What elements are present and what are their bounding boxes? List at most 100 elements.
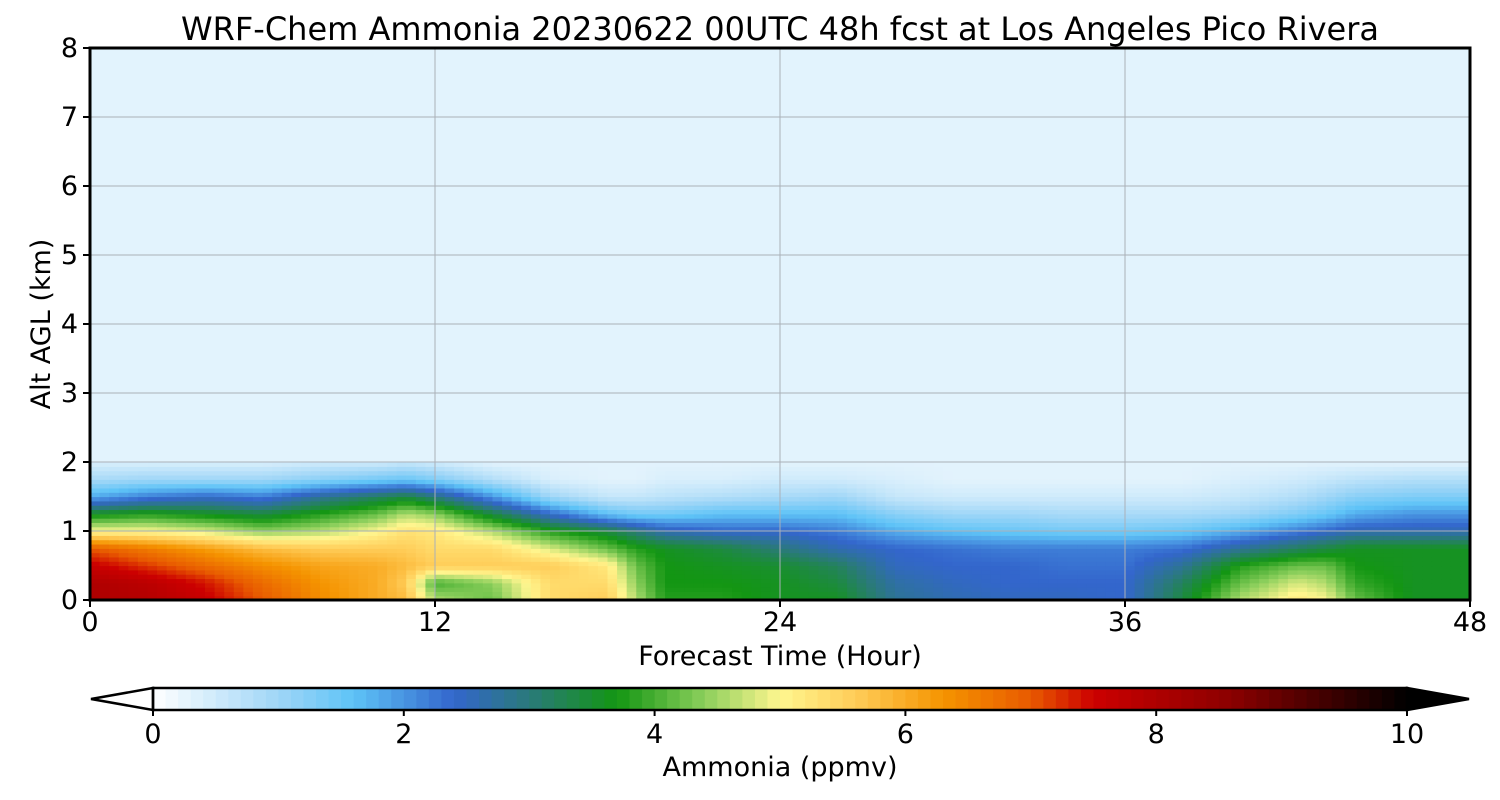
heatmap-cell <box>722 457 733 463</box>
heatmap-cell <box>827 509 839 515</box>
heatmap-cell <box>1067 457 1078 463</box>
heatmap-cell <box>300 552 312 558</box>
heatmap-cell <box>1230 543 1241 549</box>
heatmap-cell <box>1153 565 1164 571</box>
heatmap-cell <box>827 539 839 545</box>
heatmap-cell <box>118 518 129 523</box>
heatmap-cell <box>1077 561 1088 567</box>
heatmap-cell <box>396 522 407 528</box>
heatmap-cell <box>1450 518 1462 523</box>
heatmap-cell <box>1259 539 1270 545</box>
heatmap-cell <box>962 453 973 459</box>
heatmap-cell <box>818 522 829 528</box>
heatmap-cell <box>262 492 273 498</box>
heatmap-cell <box>406 539 417 545</box>
heatmap-cell <box>425 483 436 489</box>
colorbar-swatch <box>742 688 756 710</box>
heatmap-cell <box>559 457 570 463</box>
heatmap-cell <box>1287 582 1299 588</box>
heatmap-cell <box>1115 505 1126 511</box>
heatmap-cell <box>540 487 551 493</box>
heatmap-cell <box>320 483 331 489</box>
heatmap-cell <box>770 535 781 541</box>
heatmap-cell <box>703 582 714 588</box>
heatmap-cell <box>147 453 158 459</box>
heatmap-cell <box>1307 556 1318 562</box>
heatmap-cell <box>1010 483 1021 489</box>
heatmap-cell <box>1259 505 1270 511</box>
heatmap-cell <box>808 505 819 511</box>
heatmap-cell <box>808 466 819 472</box>
heatmap-cell <box>310 569 321 575</box>
heatmap-cell <box>502 500 513 506</box>
heatmap-cell <box>233 509 244 515</box>
heatmap-cell <box>904 483 915 489</box>
heatmap-cell <box>291 509 302 515</box>
heatmap-cell <box>147 462 158 467</box>
heatmap-cell <box>1029 466 1040 472</box>
heatmap-cell <box>1297 556 1308 562</box>
heatmap-cell <box>1431 483 1442 489</box>
heatmap-cell <box>655 556 666 562</box>
heatmap-cell <box>559 561 570 567</box>
heatmap-cell <box>770 518 781 523</box>
heatmap-cell <box>1374 535 1385 541</box>
heatmap-cell <box>856 543 867 549</box>
heatmap-cell <box>406 565 417 571</box>
heatmap-cell <box>1105 595 1117 600</box>
heatmap-cell <box>550 453 561 459</box>
heatmap-cell <box>1067 518 1078 523</box>
heatmap-cell <box>1278 466 1289 472</box>
heatmap-cell <box>1048 453 1059 459</box>
heatmap-cell <box>1000 543 1011 549</box>
heatmap-cell <box>272 574 283 580</box>
heatmap-cell <box>1412 526 1423 532</box>
heatmap-cell <box>406 582 417 588</box>
heatmap-cell <box>818 574 829 580</box>
heatmap-cell <box>780 556 791 562</box>
heatmap-cell <box>1460 595 1470 600</box>
heatmap-cell <box>1355 474 1366 480</box>
heatmap-cell <box>320 569 331 575</box>
heatmap-cell <box>856 535 867 541</box>
heatmap-cell <box>1412 496 1423 502</box>
heatmap-cell <box>923 526 934 532</box>
heatmap-cell <box>1134 578 1145 584</box>
heatmap-cell <box>971 457 982 463</box>
heatmap-cell <box>521 574 532 580</box>
heatmap-cell <box>1259 587 1270 592</box>
heatmap-cell <box>425 591 436 597</box>
heatmap-cell <box>367 466 379 472</box>
heatmap-cell <box>760 582 772 588</box>
colorbar-swatch <box>441 688 455 710</box>
heatmap-cell <box>751 591 762 597</box>
heatmap-cell <box>923 574 934 580</box>
heatmap-cell <box>1297 539 1308 545</box>
heatmap-cell <box>645 462 657 467</box>
heatmap-cell <box>1057 578 1069 584</box>
heatmap-cell <box>415 539 427 545</box>
heatmap-cell <box>444 574 455 580</box>
heatmap-cell <box>387 509 398 515</box>
heatmap-cell <box>1450 462 1462 467</box>
heatmap-cell <box>942 561 954 567</box>
heatmap-cell <box>415 500 427 506</box>
heatmap-cell <box>952 518 963 523</box>
heatmap-cell <box>1192 453 1203 459</box>
heatmap-cell <box>990 574 1002 580</box>
heatmap-cell <box>1431 595 1442 600</box>
heatmap-cell <box>511 474 522 480</box>
heatmap-cell <box>262 582 273 588</box>
heatmap-cell <box>118 462 129 467</box>
heatmap-cell <box>147 470 158 476</box>
heatmap-cell <box>348 535 359 541</box>
heatmap-cell <box>502 509 513 515</box>
heatmap-cell <box>636 578 647 584</box>
heatmap-cell <box>118 561 129 567</box>
heatmap-cell <box>387 462 398 467</box>
heatmap-cell <box>406 518 417 523</box>
heatmap-cell <box>588 505 599 511</box>
heatmap-cell <box>1374 552 1385 558</box>
heatmap-cell <box>1249 531 1260 536</box>
heatmap-cell <box>281 595 292 600</box>
